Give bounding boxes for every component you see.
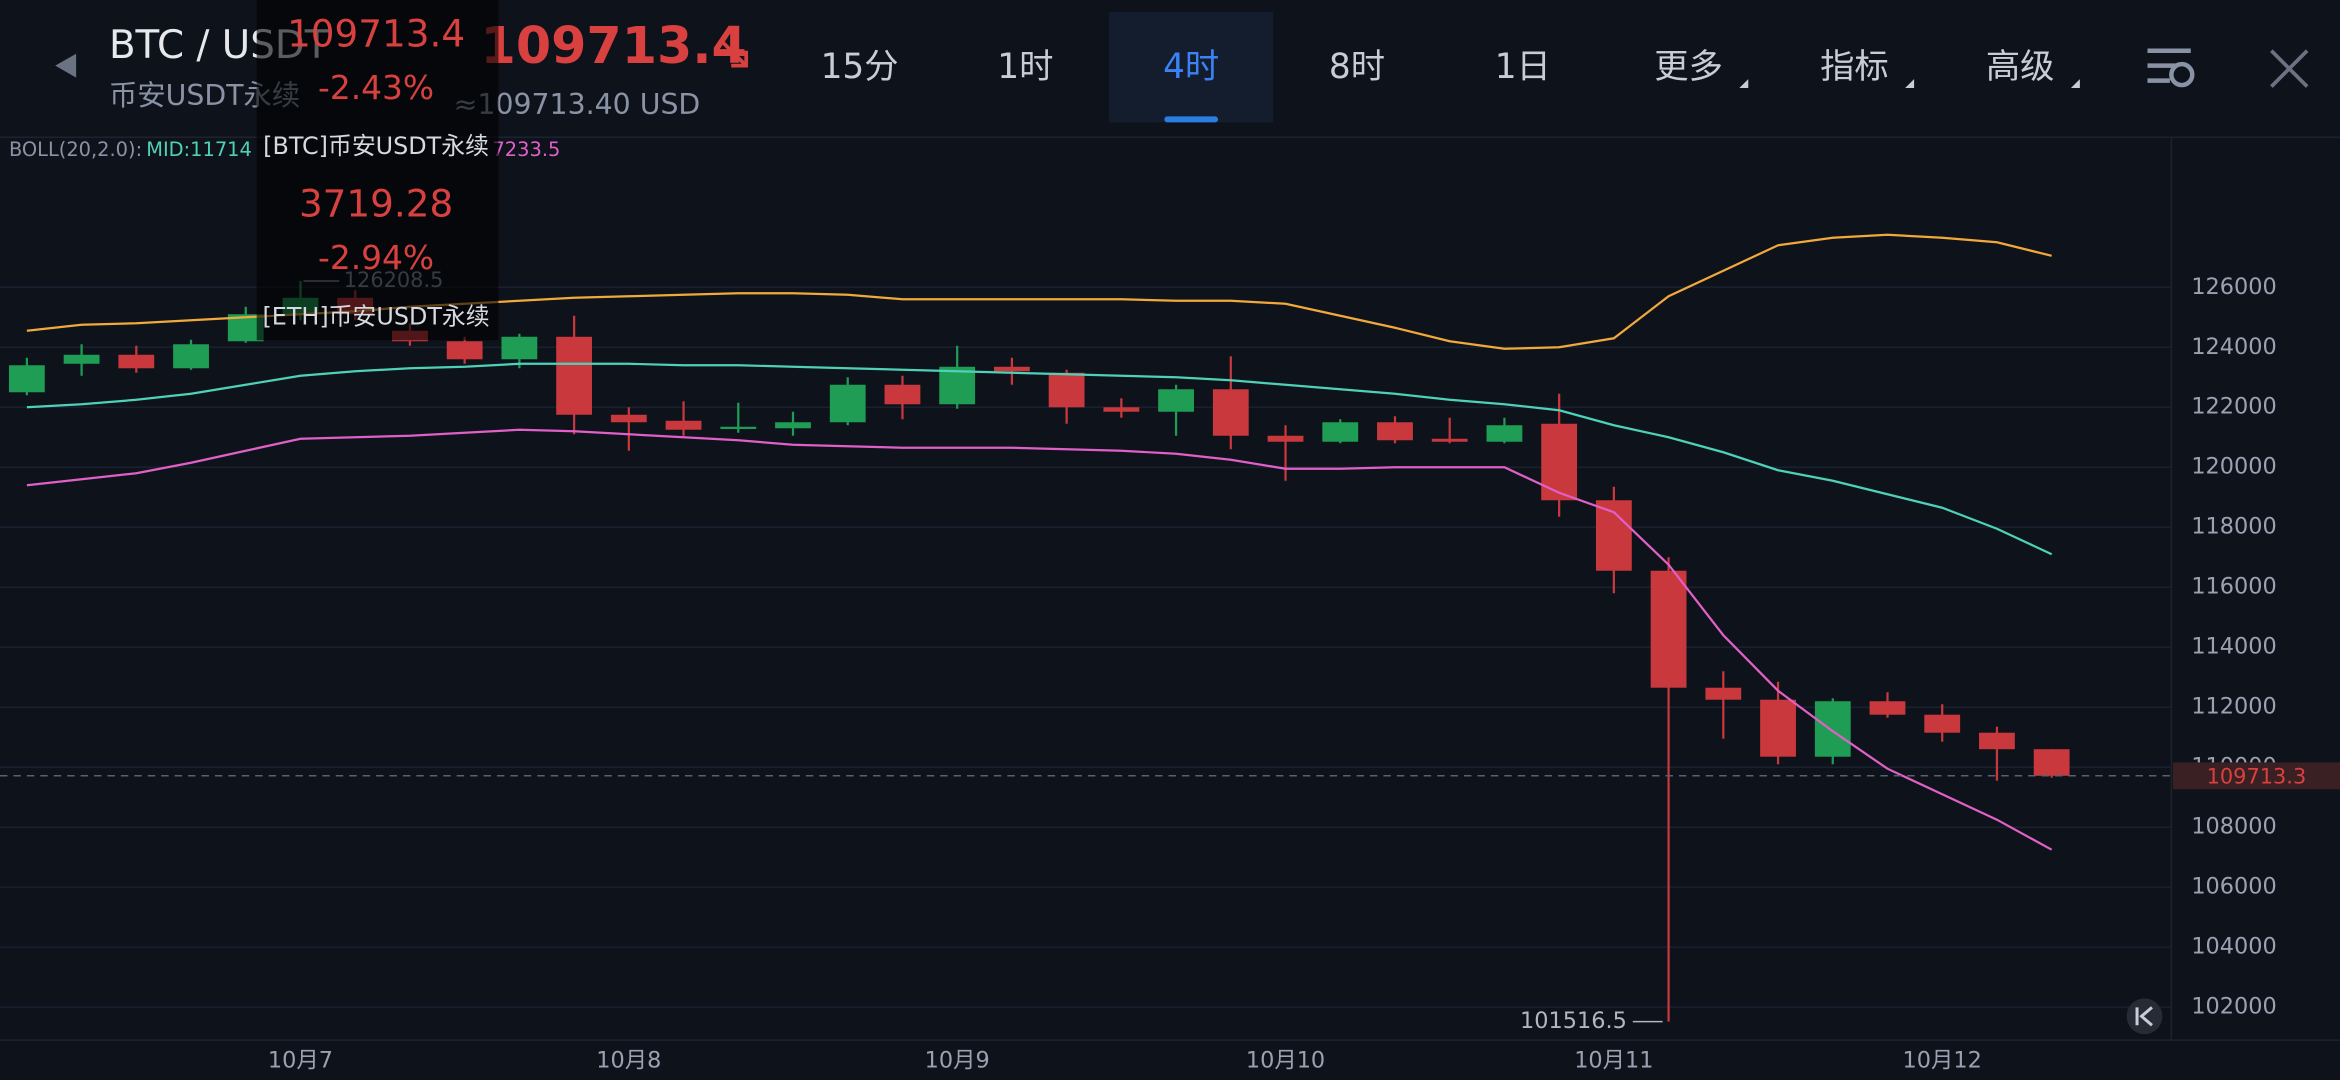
candle-body [665,420,702,430]
indicator-dn: 7233.5 [492,138,560,161]
candle-body [1869,701,1906,715]
candle-body [556,336,593,415]
candle-body [1650,570,1687,688]
candle-body [610,414,647,423]
x-tick-label: 10月8 [596,1048,661,1074]
boll-line [26,362,2053,556]
indicator-label: BOLL(20,2.0): [9,138,142,161]
candle-body [1322,422,1359,442]
y-tick-label: 106000 [2191,874,2276,900]
candle-body [1377,422,1413,441]
jump-latest-button[interactable] [2126,998,2163,1035]
candle-body [1431,438,1468,442]
jump-latest-icon [2135,1006,2153,1027]
tooltip-price: 3719.28 [299,181,453,225]
candle-body [173,344,209,369]
candle-body [720,426,757,429]
y-tick-label: 118000 [2191,514,2276,540]
candle-body [1048,372,1085,408]
tab[interactable]: 高级 [1986,47,2055,87]
candle-body [1814,701,1851,757]
last-price-tag [2172,762,2340,790]
x-tick-label: 10月9 [925,1048,990,1074]
candle-body [1212,389,1249,436]
candle-body [1924,714,1961,733]
tab[interactable]: 15分 [821,47,899,87]
candle-body [446,341,483,360]
overlay: BOLL(20,2.0): MID:11714 7233.5 109713.4 -2.4… [9,0,560,341]
candle-body [1760,699,1796,757]
candle-body [775,422,811,429]
y-tick-label: 108000 [2191,814,2276,840]
tooltip-change: -2.43% [318,69,434,107]
candle-body [884,384,921,405]
tooltip-name: [ETH]币安USDT永续 [262,302,489,330]
down-arrow-icon [720,40,749,68]
candle-body [63,354,100,364]
y-tick-label: 126000 [2191,274,2276,300]
active-tab-bg [1109,11,1274,123]
candle-body [1541,423,1578,501]
candle-body [1705,687,1742,700]
compare-tooltip [256,0,499,341]
y-tick-label: 102000 [2191,994,2276,1020]
candle-body [1979,732,2015,750]
tab[interactable]: 1时 [997,47,1053,87]
chart: 1020001040001060001080001100001120001140… [0,233,2340,1074]
y-tick-label: 122000 [2191,394,2276,420]
tab[interactable]: 1日 [1495,47,1551,87]
timeframe-tabs: 15分 1时 4时 8时 1日 更多 指标 高级 [821,11,2080,123]
y-tick-label: 104000 [2191,934,2276,960]
x-tick-label: 10月10 [1246,1048,1325,1074]
candle-body [1103,407,1140,412]
tab[interactable]: 4时 [1163,47,1219,87]
candle-body [118,354,155,369]
candle-body [8,365,45,393]
x-tick-label: 10月7 [268,1048,333,1074]
settings-icon[interactable] [2147,48,2195,88]
y-tick-label: 120000 [2191,454,2276,480]
x-tick-label: 10月11 [1574,1048,1653,1074]
y-tick-label: 114000 [2191,634,2276,660]
candle-body [1267,435,1304,442]
tab[interactable]: 指标 [1820,47,1889,87]
candle-body [993,366,1030,372]
candle-body [501,336,538,360]
boll-line [26,428,2053,851]
indicator-mid: MID:11714 [146,138,252,161]
candle-body [2033,749,2070,776]
y-tick-label: 116000 [2191,574,2276,600]
active-tab-indicator [1164,116,1219,123]
y-tick-label: 124000 [2191,334,2276,360]
candle-body [1595,500,1632,571]
y-tick-label: 112000 [2191,694,2276,720]
back-button[interactable] [55,53,77,78]
tab[interactable]: 8时 [1329,47,1385,87]
candle-body [1486,425,1523,442]
x-tick-label: 10月12 [1903,1048,1982,1074]
candle-body [1158,389,1194,412]
tooltip-name: [BTC]币安USDT永续 [263,132,489,160]
candle-body [939,366,976,405]
candle-body [829,384,866,423]
low-label: 101516.5 [1520,1008,1627,1034]
last-price: 109713.4 [481,16,747,75]
close-button[interactable] [2270,49,2309,88]
tab[interactable]: 更多 [1654,47,1723,87]
tooltip-change: -2.94% [318,239,434,277]
last-price-label: 109713.3 [2207,764,2307,788]
tooltip-price: 109713.4 [287,11,465,55]
